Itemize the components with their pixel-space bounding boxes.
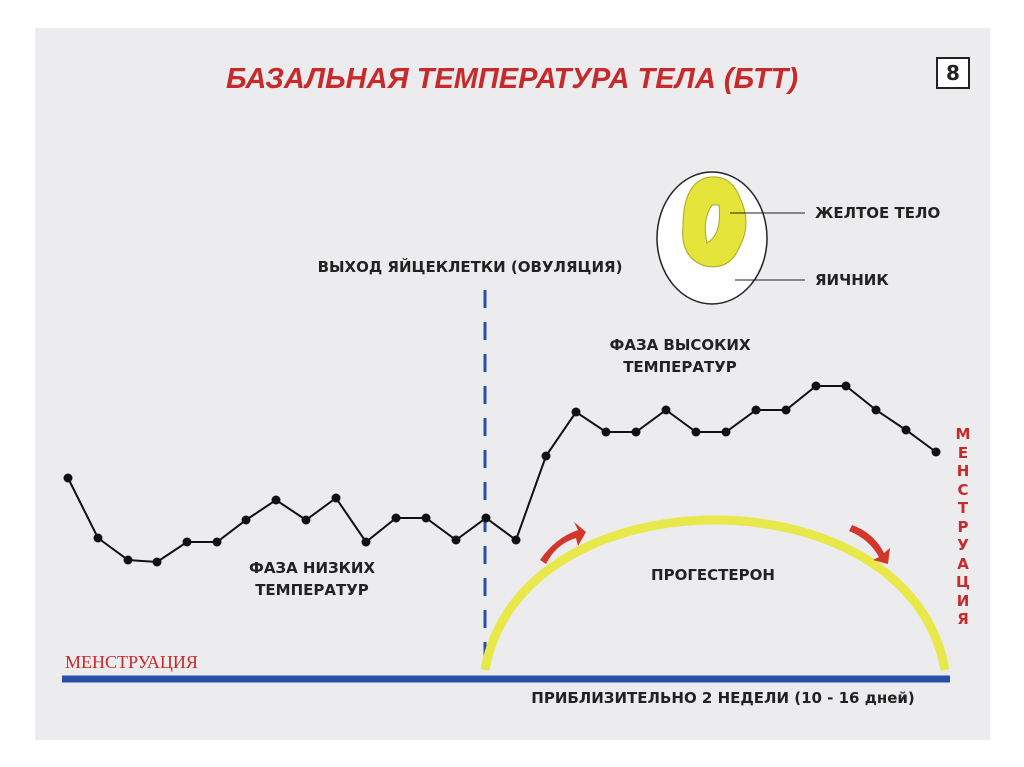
ovary-label: ЯИЧНИК [815, 271, 889, 289]
duration-label: ПРИБЛИЗИТЕЛЬНО 2 НЕДЕЛИ (10 - 16 дней) [531, 689, 914, 707]
curve-point [781, 405, 791, 415]
page-number: 8 [946, 61, 960, 85]
low-phase-label: ТЕМПЕРАТУР [255, 581, 369, 599]
curve-point [361, 537, 371, 547]
curve-point [391, 513, 401, 523]
curve-point [152, 557, 162, 567]
curve-point [421, 513, 431, 523]
curve-point [721, 427, 731, 437]
menstruation-label: МЕНСТРУАЦИЯ [65, 652, 198, 672]
curve-point [661, 405, 671, 415]
progesterone-label: ПРОГЕСТЕРОН [651, 566, 775, 584]
curve-point [212, 537, 222, 547]
curve-point [182, 537, 192, 547]
background [35, 28, 990, 740]
progesterone-arc [480, 515, 950, 671]
curve-point [751, 405, 761, 415]
page-box [936, 57, 970, 89]
curve-point [601, 427, 611, 437]
corpus-luteum [682, 176, 747, 268]
temperature-curve [67, 385, 937, 564]
title: БАЗАЛЬНАЯ ТЕМПЕРАТУРА ТЕЛА (БТТ) [226, 63, 798, 95]
curve-point [901, 425, 911, 435]
curve-point [871, 405, 881, 415]
arrow [849, 525, 890, 564]
menstruation-vertical: МЕНСТРУАЦИЯ [955, 425, 971, 628]
curve-point [331, 493, 341, 503]
curve-point [63, 473, 73, 483]
curve-point [301, 515, 311, 525]
curve-point [481, 513, 491, 523]
curve-point [123, 555, 133, 565]
curve-point [571, 407, 581, 417]
curve-point [841, 381, 851, 391]
ovulation-label: ВЫХОД ЯЙЦЕКЛЕТКИ (ОВУЛЯЦИЯ) [318, 257, 623, 276]
arrow [540, 522, 586, 564]
curve-point [241, 515, 251, 525]
curve-point [631, 427, 641, 437]
high-phase-label: ФАЗА ВЫСОКИХ [609, 336, 751, 354]
curve-point [691, 427, 701, 437]
curve-point [93, 533, 103, 543]
curve-point [451, 535, 461, 545]
curve-point [511, 535, 521, 545]
low-phase-label: ФАЗА НИЗКИХ [249, 559, 376, 577]
high-phase-label: ТЕМПЕРАТУР [623, 358, 737, 376]
curve-point [541, 451, 551, 461]
curve-point [811, 381, 821, 391]
corpus-luteum-label: ЖЕЛТОЕ ТЕЛО [815, 204, 940, 222]
curve-point [271, 495, 281, 505]
curve-point [931, 447, 941, 457]
